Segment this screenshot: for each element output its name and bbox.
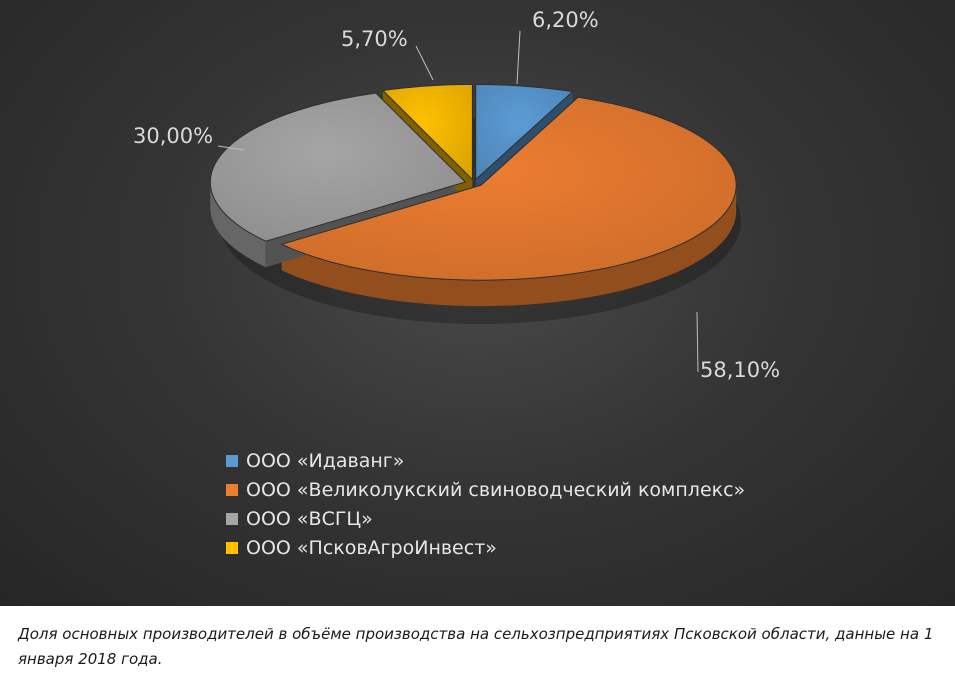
data-label-0: 6,20% xyxy=(532,8,599,32)
pie-slice-side-2 xyxy=(210,182,266,268)
legend: ООО «Идаванг» ООО «Великолукский свиновод… xyxy=(226,446,745,562)
data-label-1: 58,10% xyxy=(700,358,780,382)
chart-caption: Доля основных производителей в объёме пр… xyxy=(18,625,934,668)
pie-slice-2 xyxy=(209,92,467,242)
legend-swatch-1 xyxy=(226,483,238,496)
leader-line-1 xyxy=(696,311,699,373)
legend-label-3: ООО «ПсковАгроИнвест» xyxy=(246,536,497,559)
pie-slice-1 xyxy=(280,96,737,281)
leader-line-0 xyxy=(516,30,521,85)
legend-swatch-3 xyxy=(226,541,238,554)
legend-swatch-0 xyxy=(226,454,238,467)
legend-label-2: ООО «ВСГЦ» xyxy=(246,507,373,530)
pie-chart: 6,20% 58,10% 30,00% 5,70% xyxy=(133,8,780,382)
leader-line-3 xyxy=(415,45,434,81)
legend-item-3: ООО «ПсковАгроИнвест» xyxy=(226,533,745,562)
legend-swatch-2 xyxy=(226,512,238,525)
legend-item-1: ООО «Великолукский свиноводческий компле… xyxy=(226,475,745,504)
leader-line-2 xyxy=(217,145,245,151)
data-label-3: 5,70% xyxy=(341,27,408,51)
legend-item-2: ООО «ВСГЦ» xyxy=(226,504,745,533)
data-label-2: 30,00% xyxy=(133,124,213,148)
pie-slice-3 xyxy=(381,84,473,181)
chart-panel: 6,20% 58,10% 30,00% 5,70% ООО «Идаванг» ООО … xyxy=(0,0,955,606)
legend-label-1: ООО «Великолукский свиноводческий компле… xyxy=(246,478,746,501)
pie-slice-side-1 xyxy=(281,185,737,307)
legend-item-0: ООО «Идаванг» xyxy=(226,446,745,475)
pie-slice-0 xyxy=(475,84,574,181)
legend-label-0: ООО «Идаванг» xyxy=(246,449,405,472)
